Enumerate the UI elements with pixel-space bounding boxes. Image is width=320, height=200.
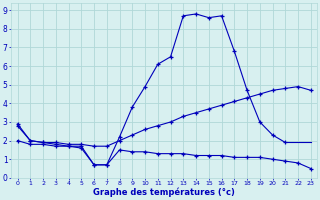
X-axis label: Graphe des températures (°c): Graphe des températures (°c) [93, 188, 235, 197]
